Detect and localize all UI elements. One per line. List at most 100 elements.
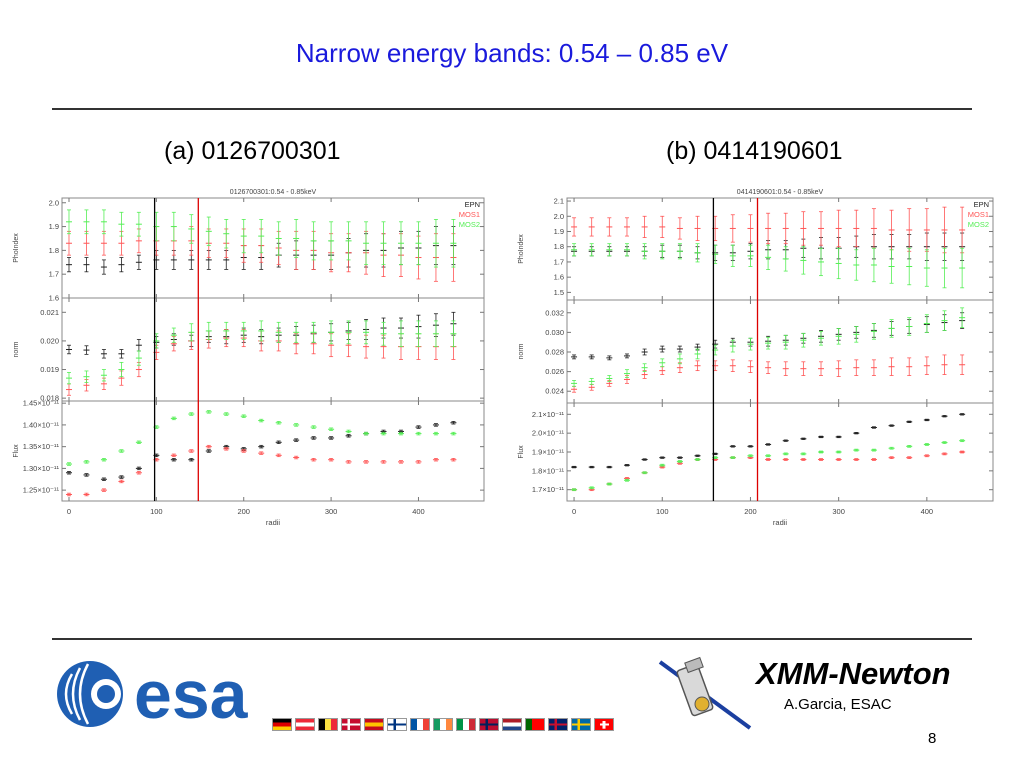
data-point-mos2 [397,431,404,436]
data-point-mos2 [571,380,578,387]
y-tick-label: 0.028 [545,347,564,356]
data-point-epn [606,465,613,469]
data-point-mos2 [923,249,930,287]
italy-flag [456,718,476,731]
data-point-epn [328,436,335,440]
data-point-mos1 [100,230,107,256]
data-point-epn [118,349,125,359]
data-point-mos2 [415,431,422,436]
sweden-flag [571,718,591,731]
data-point-mos2 [641,363,648,373]
y-tick-label: 0.032 [545,308,564,317]
chart-title: 0414190601:0.54 - 0.85keV [737,189,824,196]
data-point-mos2 [571,243,578,257]
data-point-mos2 [170,327,177,343]
data-point-mos2 [223,219,230,249]
data-point-mos2 [659,463,666,467]
data-point-mos2 [659,358,666,368]
data-point-mos1 [941,206,948,254]
data-point-mos1 [694,215,701,242]
data-point-epn [83,257,90,273]
data-point-mos1 [65,492,72,497]
data-point-mos2 [818,450,825,454]
data-point-mos1 [800,361,807,376]
esa-logo-emblem-icon [57,661,123,727]
y-axis-label: norm [518,343,525,359]
data-point-mos1 [83,230,90,256]
data-point-epn [293,438,300,442]
data-point-mos2 [328,221,335,261]
data-point-epn [83,345,90,355]
data-point-mos2 [345,320,352,345]
data-point-mos1 [818,361,825,376]
data-point-epn [118,475,125,479]
data-point-mos2 [765,244,772,270]
y-axis-label: norm [13,341,20,357]
data-point-mos1 [729,214,736,243]
data-point-mos2 [397,320,404,348]
data-point-mos2 [782,452,789,456]
data-point-epn [118,257,125,273]
data-point-mos2 [835,450,842,454]
data-point-mos1 [765,458,772,461]
data-point-mos2 [835,328,842,345]
data-point-mos1 [782,212,789,245]
data-point-mos2 [397,221,404,266]
data-point-mos1 [659,215,666,238]
data-point-mos1 [835,360,842,377]
data-point-mos2 [363,320,370,345]
esa-logo: esa [57,660,249,728]
data-point-mos1 [782,361,789,376]
data-point-epn [676,456,683,459]
slide-title: Narrow energy bands: 0.54 – 0.85 eV [295,38,729,68]
data-point-mos2 [380,321,387,346]
data-point-epn [870,426,877,429]
data-point-epn [906,420,913,424]
y-tick-label: 1.40×10⁻¹¹ [23,420,60,429]
ireland-flag [433,718,453,731]
x-tick-label: 300 [832,507,845,516]
data-point-mos2 [694,243,701,263]
data-point-mos2 [258,320,265,342]
data-point-epn [380,429,387,434]
data-point-epn [135,466,142,471]
y-tick-label: 1.45×10⁻¹¹ [23,399,60,408]
data-point-mos2 [205,321,212,340]
y-tick-label: 0.024 [545,387,564,396]
legend-entry: MOS2 [968,220,989,229]
data-point-mos1 [923,208,930,252]
data-point-mos2 [170,416,177,421]
data-point-epn [782,439,789,442]
data-point-mos1 [923,356,930,375]
data-point-mos2 [818,330,825,346]
data-point-mos1 [800,211,807,246]
data-point-mos2 [941,310,948,331]
data-point-mos2 [363,431,370,436]
data-point-mos2 [135,211,142,237]
data-point-mos2 [100,209,107,235]
data-point-mos2 [118,361,125,378]
data-point-mos2 [100,369,107,382]
data-point-mos2 [205,216,212,247]
data-point-mos2 [729,456,736,459]
data-point-mos1 [676,362,683,373]
y-axis-label: Flux [13,444,20,458]
x-tick-label: 200 [237,507,250,516]
data-point-epn [65,344,72,355]
data-point-mos1 [906,456,913,459]
data-point-mos1 [223,447,230,451]
data-point-mos2 [870,323,877,340]
data-point-mos2 [450,320,457,348]
data-point-mos1 [380,460,387,464]
data-point-mos2 [275,221,282,256]
y-tick-label: 1.8 [554,242,564,251]
data-point-mos2 [328,427,335,431]
legend-entry: MOS1 [459,210,480,219]
y-axis-label: PhoIndex [13,233,20,263]
data-point-mos2 [432,320,439,348]
data-point-mos2 [888,319,895,338]
data-point-mos2 [65,462,72,466]
data-point-mos2 [275,421,282,425]
data-point-epn [835,435,842,439]
data-point-mos1 [870,208,877,249]
